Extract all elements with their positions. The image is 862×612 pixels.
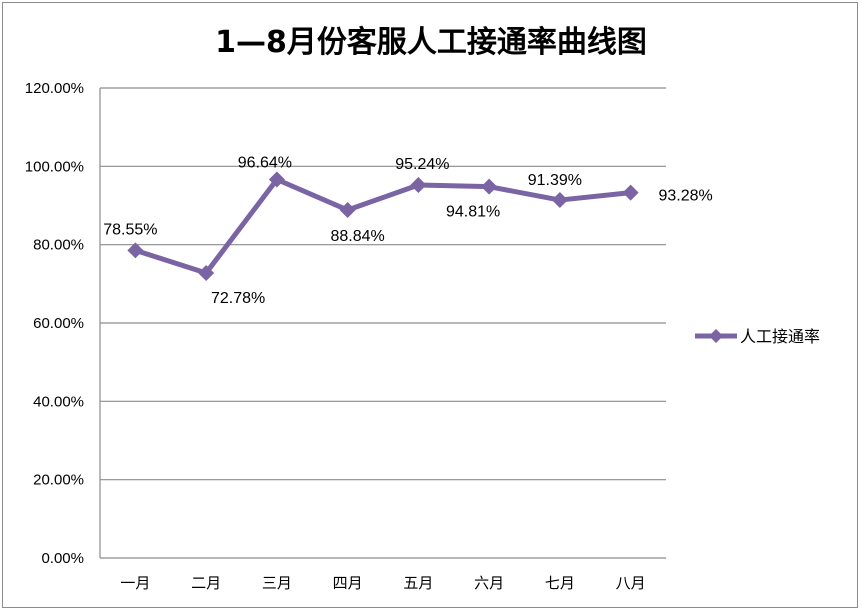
x-tick-label: 四月 [333,574,363,592]
x-tick-label: 一月 [120,574,150,592]
data-point [410,176,427,193]
data-label: 78.55% [103,221,157,238]
chart-title: 1—8月份客服人工接通率曲线图 [215,25,647,60]
y-tick-label: 60.00% [33,315,84,332]
x-tick-label: 六月 [474,574,504,592]
data-points [127,171,639,281]
legend-series-marker [709,329,723,343]
x-tick-label: 二月 [191,574,221,592]
data-label: 72.78% [211,290,265,307]
x-tick-label: 七月 [545,574,575,592]
data-label: 94.81% [446,204,500,221]
data-point [481,178,498,195]
series-line [132,176,634,276]
y-tick-label: 40.00% [33,393,84,410]
legend: 人工接通率 [695,327,820,346]
y-tick-label: 0.00% [41,550,84,567]
x-tick-label: 三月 [262,574,292,592]
y-axis-ticks: 0.00% 20.00% 40.00% 60.00% 80.00% 100.00% 120.… [25,80,84,567]
data-label: 88.84% [330,228,384,245]
legend-series-label: 人工接通率 [740,327,820,346]
data-label: 93.28% [658,188,712,205]
x-tick-label: 八月 [616,574,646,592]
y-tick-label: 100.00% [25,158,84,175]
data-label: 91.39% [528,172,582,189]
y-tick-label: 80.00% [33,237,84,254]
data-label: 96.64% [238,154,292,171]
data-point [268,171,285,188]
data-point [127,242,144,259]
data-point [339,202,356,219]
data-point [198,264,215,281]
y-tick-label: 20.00% [33,472,84,489]
y-tick-label: 120.00% [25,80,84,97]
data-label: 95.24% [395,156,449,173]
x-axis-ticks: 一月 二月 三月 四月 五月 六月 七月 八月 [120,574,645,592]
x-tick-label: 五月 [403,574,433,592]
gridlines [99,87,666,559]
data-point [622,184,639,201]
data-labels: 78.55% 72.78% 96.64% 88.84% 95.24% 94.81% 91.3… [103,154,713,306]
data-point [551,192,568,209]
series-lines [132,176,634,276]
